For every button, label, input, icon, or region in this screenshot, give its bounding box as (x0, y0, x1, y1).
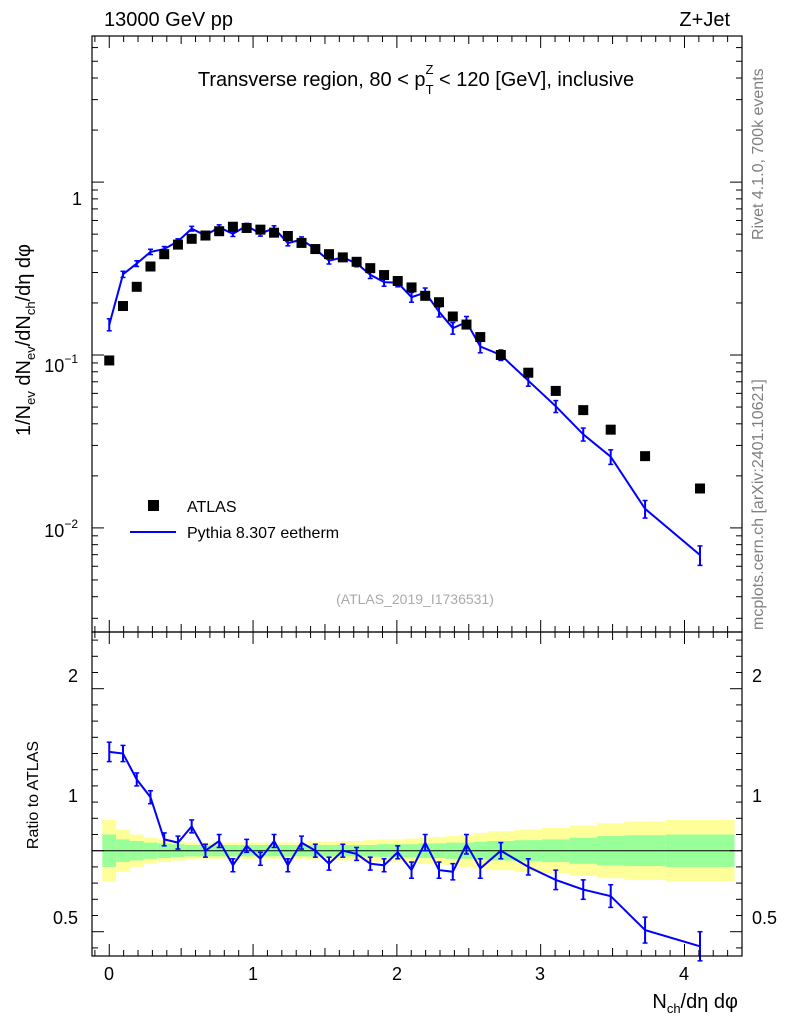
atlas-point (406, 282, 417, 293)
ylabel-a: 1/N (13, 405, 35, 436)
atlas-point (351, 256, 362, 267)
legend-label-atlas: ATLAS (187, 499, 237, 516)
atlas-point (104, 355, 115, 366)
atlas-point (695, 483, 706, 494)
atlas-point (159, 249, 170, 260)
atlas-point (131, 281, 142, 292)
ytick-0.01-mant: 10 (44, 521, 64, 541)
rivet-label: Rivet 4.1.0, 700k events (750, 68, 767, 240)
atlas-point (145, 261, 156, 272)
ratio-ytick-1-left: 1 (68, 786, 78, 806)
xlabel-a: N (652, 991, 666, 1013)
ylabel-c-sub: ch (23, 301, 38, 315)
energy-label: 13000 GeV pp (104, 9, 233, 31)
ratio-ytick-1-right: 1 (752, 786, 762, 806)
ylabel-c: /dN (13, 315, 35, 346)
plot-title: Transverse region, 80 < pTZ < 120 [GeV],… (198, 62, 634, 97)
atlas-point (420, 290, 431, 301)
plot-title-pre: Transverse region, 80 < p (198, 69, 426, 91)
atlas-point (379, 270, 390, 281)
ytick-0.1-mant: 10 (44, 356, 64, 376)
xtick-label-1: 1 (248, 964, 258, 984)
atlas-point (200, 230, 211, 241)
main-data-layer (104, 221, 706, 567)
atlas-point (337, 252, 348, 263)
atlas-point (269, 227, 280, 238)
plot-title-post: < 120 [GeV], inclusive (433, 69, 634, 91)
atlas-point (550, 385, 561, 396)
ratio-ytick-2-right: 2 (752, 666, 762, 686)
atlas-point (365, 263, 376, 274)
ytick-0.1-exp: −1 (64, 352, 78, 366)
legend-label-pythia: Pythia 8.307 eetherm (187, 525, 339, 542)
ytick-label-0.01: 10−2 (44, 517, 78, 541)
ratio-ylabel: Ratio to ATLAS (25, 741, 42, 849)
main-frame (91, 35, 743, 633)
xlabel: Nch/dη dφ (652, 991, 738, 1016)
ytick-label-1: 1 (72, 189, 82, 209)
ylabel-d: /dη dφ (13, 244, 35, 301)
legend: ATLAS Pythia 8.307 eetherm (130, 499, 339, 542)
atlas-point (447, 311, 458, 322)
plot-title-sup: Z (426, 62, 434, 77)
ylabel-a-sub: ev (23, 391, 38, 405)
analysis-watermark: (ATLAS_2019_I1736531) (336, 591, 494, 607)
atlas-point (578, 405, 589, 416)
atlas-point (605, 424, 616, 435)
xlabel-a-sub: ch (667, 1001, 681, 1016)
plot-title-sub: T (426, 82, 434, 97)
atlas-point (296, 237, 307, 248)
atlas-point (227, 221, 238, 232)
main-tick-labels: 1 10−1 10−2 (44, 189, 82, 541)
xtick-label-4: 4 (679, 964, 689, 984)
atlas-point (392, 275, 403, 286)
atlas-point (310, 244, 321, 255)
mcplots-label: mcplots.cern.ch [arXiv:2401.10621] (750, 379, 767, 630)
atlas-point (323, 249, 334, 260)
ytick-label-0.1: 10−1 (44, 352, 78, 376)
main-axis-ticks (92, 35, 743, 632)
atlas-point (434, 297, 445, 308)
ylabel-b: dN (13, 360, 35, 391)
ratio-ytick-0.5-right: 0.5 (752, 908, 777, 928)
ratio-axis-ticks (92, 632, 743, 956)
ratio-ytick-0.5-left: 0.5 (53, 908, 78, 928)
xtick-label-0: 0 (104, 964, 114, 984)
atlas-point (186, 233, 197, 244)
atlas-point (461, 319, 472, 330)
atlas-point (172, 239, 183, 250)
ratio-ytick-2-left: 2 (68, 666, 78, 686)
ratio-frame (91, 631, 743, 957)
atlas-point (523, 367, 534, 378)
legend-marker-atlas (148, 500, 159, 511)
atlas-point (475, 332, 486, 343)
xtick-label-2: 2 (392, 964, 402, 984)
atlas-point (118, 301, 129, 312)
atlas-point (640, 451, 651, 462)
process-label: Z+Jet (679, 9, 730, 31)
atlas-point (241, 222, 252, 233)
atlas-point (214, 226, 225, 237)
main-ylabel: 1/Nev dNev/dNch/dη dφ (13, 244, 38, 436)
atlas-point (282, 230, 293, 241)
ytick-1-mant: 1 (72, 189, 82, 209)
ytick-0.01-exp: −2 (64, 517, 78, 531)
xtick-label-3: 3 (535, 964, 545, 984)
xlabel-b: /dη dφ (681, 991, 738, 1013)
ratio-tick-labels: 2 1 0.5 2 1 0.5 0 1 2 3 4 (53, 666, 777, 984)
ylabel-b-sub: ev (23, 346, 38, 360)
atlas-point (255, 224, 266, 235)
atlas-point (495, 350, 506, 361)
